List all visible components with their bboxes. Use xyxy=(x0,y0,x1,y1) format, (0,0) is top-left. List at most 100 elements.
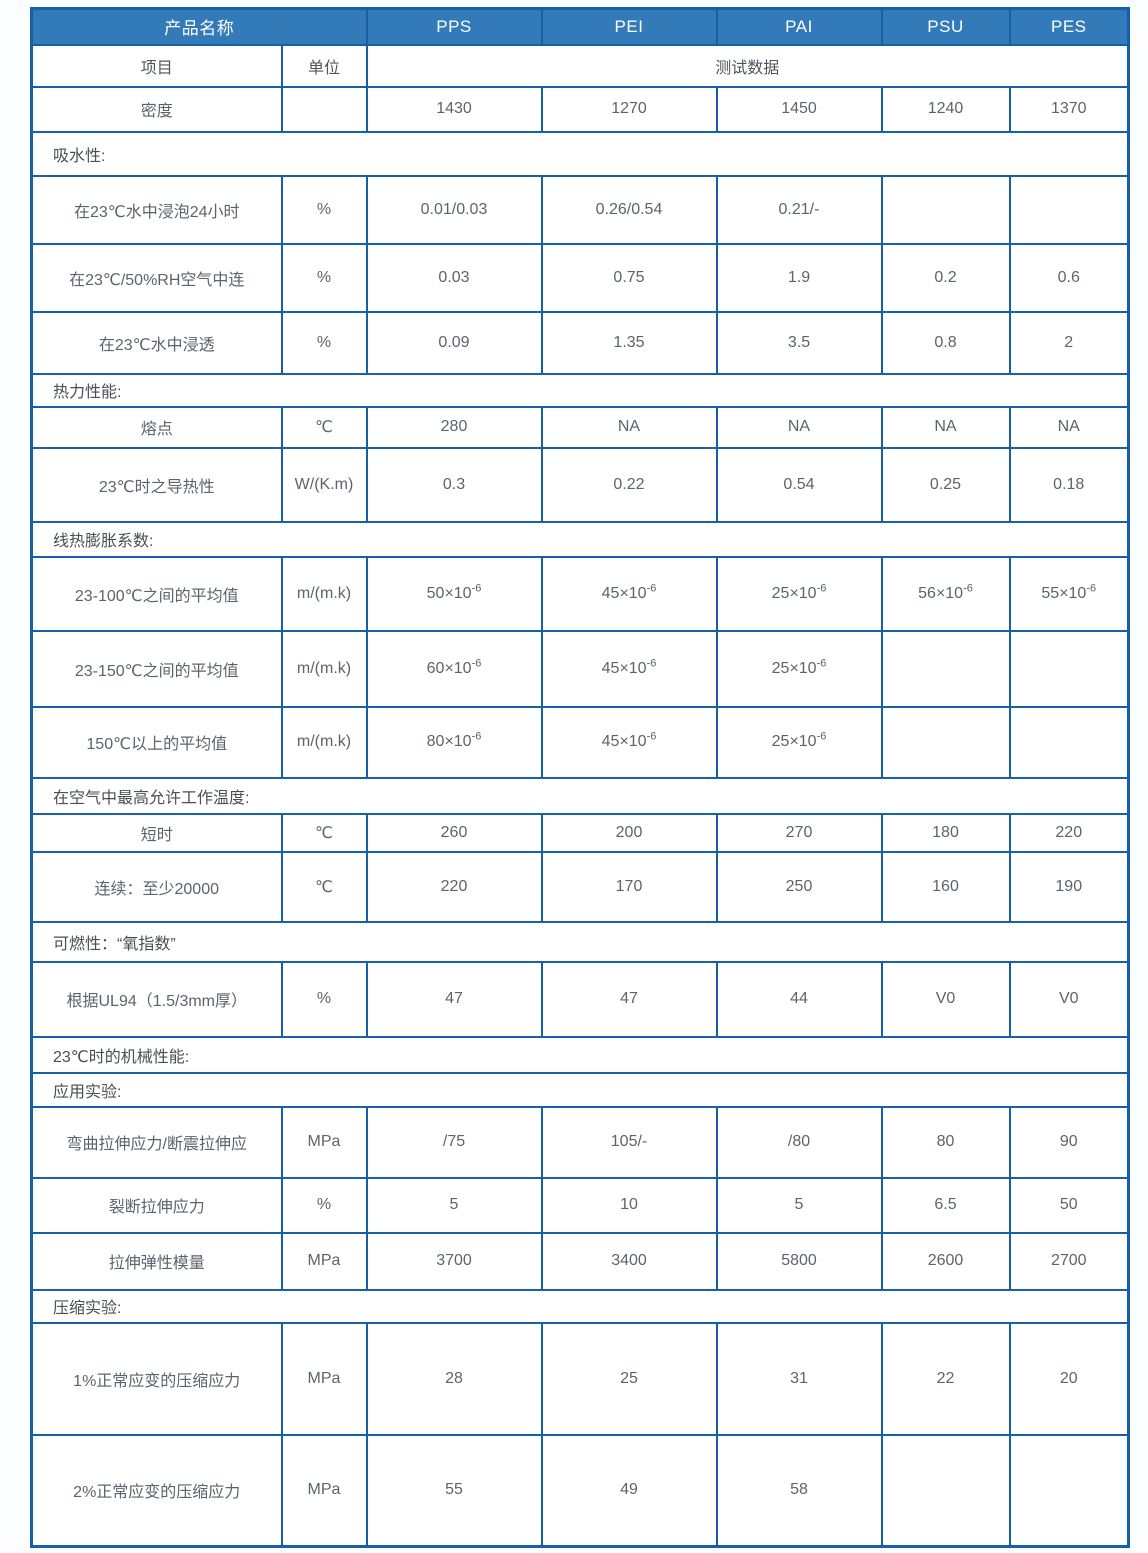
exponent: -6 xyxy=(471,657,482,670)
row-label: 拉伸弹性模量 xyxy=(30,1231,283,1291)
cell-value: 55×10-6 xyxy=(1008,555,1130,632)
section-label: 应用实验: xyxy=(30,1071,1130,1108)
row-unit: m/(m.k) xyxy=(280,555,368,632)
cell-value: NA xyxy=(880,405,1011,449)
cell-value: 0.2 xyxy=(880,242,1011,313)
exponent: -6 xyxy=(816,730,827,743)
row-unit: ℃ xyxy=(280,812,368,853)
cell-value: 10 xyxy=(540,1176,718,1234)
cell-value: 1.35 xyxy=(540,310,718,375)
cell-value: 45×10-6 xyxy=(540,705,718,779)
section-label: 吸水性: xyxy=(30,130,1130,177)
cell-value: 2700 xyxy=(1008,1231,1130,1291)
cell-value: 2 xyxy=(1008,310,1130,375)
cell-value: 0.03 xyxy=(365,242,543,313)
section-row: 压缩实验: xyxy=(30,1288,1130,1324)
table-header-row: 产品名称 PPS PEI PAI PSU PES xyxy=(30,7,1130,46)
row-unit: % xyxy=(280,174,368,245)
cell-value xyxy=(880,1433,1011,1548)
cell-value: 1430 xyxy=(365,85,543,133)
row-label: 短时 xyxy=(30,812,283,853)
cell-value xyxy=(1008,174,1130,245)
exponent: -6 xyxy=(646,657,657,670)
table-row: 根据UL94（1.5/3mm厚）% 47 47 44 V0 V0 xyxy=(30,960,1130,1038)
cell-value: NA xyxy=(540,405,718,449)
table-row: 1%正常应变的压缩应力 MPa 28 25 31 22 20 xyxy=(30,1321,1130,1436)
cell-value: 0.75 xyxy=(540,242,718,313)
section-row: 可燃性：“氧指数” xyxy=(30,920,1130,963)
exponent: -6 xyxy=(646,582,657,595)
exponent: -6 xyxy=(963,582,973,595)
cell-value: 1270 xyxy=(540,85,718,133)
cell-value: 1.9 xyxy=(715,242,883,313)
row-unit: MPa xyxy=(280,1321,368,1436)
row-label: 熔点 xyxy=(30,405,283,449)
cell-value xyxy=(880,705,1011,779)
row-unit: W/(K.m) xyxy=(280,446,368,523)
cell-value: 45×10-6 xyxy=(540,555,718,632)
section-row: 吸水性: xyxy=(30,130,1130,177)
cell-value: 25 xyxy=(540,1321,718,1436)
cell-value: /75 xyxy=(365,1105,543,1179)
section-row: 应用实验: xyxy=(30,1071,1130,1108)
cell-value: 0.25 xyxy=(880,446,1011,523)
cell-value: 3700 xyxy=(365,1231,543,1291)
section-label: 线热膨胀系数: xyxy=(30,520,1130,558)
cell-value: 28 xyxy=(365,1321,543,1436)
section-row: 23℃时的机械性能: xyxy=(30,1035,1130,1074)
exponent: -6 xyxy=(816,582,827,595)
product-spec-table: 产品名称 PPS PEI PAI PSU PES 项目 单位 测试数据 密度 14… xyxy=(30,7,1130,1548)
product-column-header-pps: PPS xyxy=(365,7,543,46)
cell-value: 1240 xyxy=(880,85,1011,133)
cell-value: 90 xyxy=(1008,1105,1130,1179)
cell-value xyxy=(1008,629,1130,708)
unit-header: 单位 xyxy=(280,43,368,88)
cell-value: 80 xyxy=(880,1105,1011,1179)
section-label: 热力性能: xyxy=(30,372,1130,408)
cell-value: 31 xyxy=(715,1321,883,1436)
row-label: 23℃时之导热性 xyxy=(30,446,283,523)
table-row: 短时 ℃ 260 200 270 180 220 xyxy=(30,812,1130,853)
cell-value: 25×10-6 xyxy=(715,555,883,632)
cell-value xyxy=(880,629,1011,708)
product-column-header-pes: PES xyxy=(1008,7,1130,46)
section-row: 线热膨胀系数: xyxy=(30,520,1130,558)
cell-value: 2600 xyxy=(880,1231,1011,1291)
exponent: -6 xyxy=(471,582,482,595)
cell-value: 55 xyxy=(365,1433,543,1548)
cell-value: 0.3 xyxy=(365,446,543,523)
section-label: 23℃时的机械性能: xyxy=(30,1035,1130,1074)
cell-value: /80 xyxy=(715,1105,883,1179)
row-unit: ℃ xyxy=(280,405,368,449)
cell-value: 25×10-6 xyxy=(715,629,883,708)
cell-value: NA xyxy=(715,405,883,449)
cell-value: 250 xyxy=(715,850,883,923)
cell-value: 280 xyxy=(365,405,543,449)
cell-value: 49 xyxy=(540,1433,718,1548)
cell-value: 50×10-6 xyxy=(365,555,543,632)
table-row: 连续：至少20000 ℃ 220 170 250 160 190 xyxy=(30,850,1130,923)
cell-value: 0.18 xyxy=(1008,446,1130,523)
cell-value: 58 xyxy=(715,1433,883,1548)
row-unit: % xyxy=(280,242,368,313)
cell-value: 22 xyxy=(880,1321,1011,1436)
product-name-header: 产品名称 xyxy=(30,7,368,46)
row-unit: ℃ xyxy=(280,850,368,923)
row-unit: MPa xyxy=(280,1433,368,1548)
row-label: 2%正常应变的压缩应力 xyxy=(30,1433,283,1548)
cell-value: 44 xyxy=(715,960,883,1038)
table-row: 在23℃/50%RH空气中连% 0.03 0.75 1.9 0.2 0.6 xyxy=(30,242,1130,313)
row-unit xyxy=(280,85,368,133)
cell-value: 190 xyxy=(1008,850,1130,923)
row-label: 23-100℃之间的平均值 xyxy=(30,555,283,632)
row-label: 150℃以上的平均值 xyxy=(30,705,283,779)
cell-value: 180 xyxy=(880,812,1011,853)
cell-value: 0.09 xyxy=(365,310,543,375)
cell-value: 200 xyxy=(540,812,718,853)
cell-value: 170 xyxy=(540,850,718,923)
cell-value: 47 xyxy=(365,960,543,1038)
cell-value: 0.26/0.54 xyxy=(540,174,718,245)
cell-value: NA xyxy=(1008,405,1130,449)
section-label: 压缩实验: xyxy=(30,1288,1130,1324)
